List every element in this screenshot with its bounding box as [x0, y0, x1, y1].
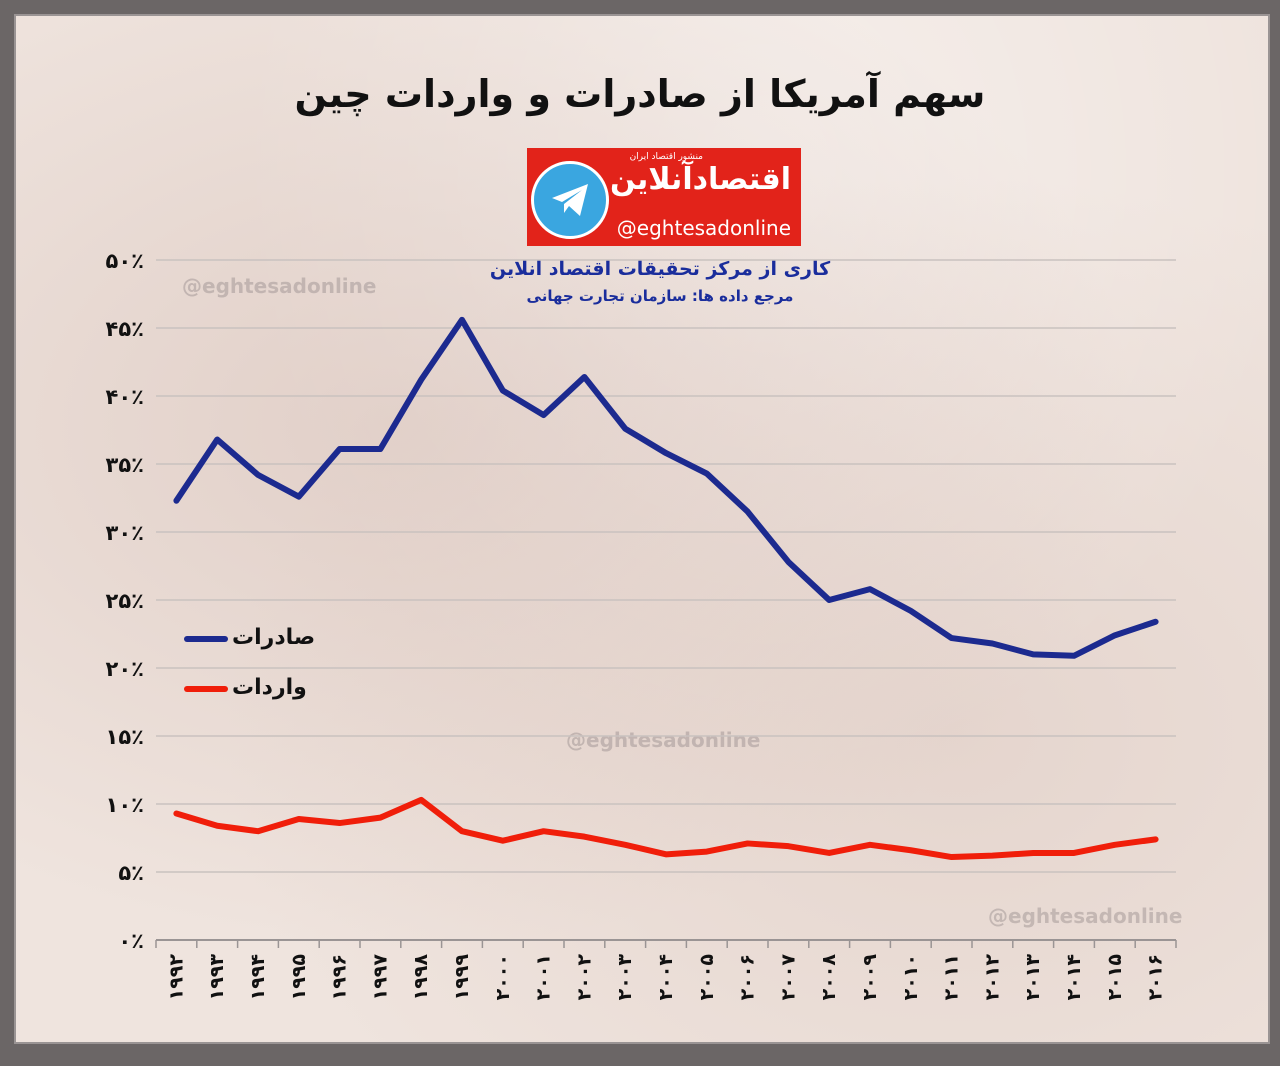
x-tick-label: ۱۹۹۲ — [165, 954, 187, 1001]
legend-exports-label: صادرات — [232, 625, 316, 650]
x-tick-label: ۲۰۱۱ — [941, 954, 963, 1000]
x-tick-label: ۱۹۹۶ — [329, 954, 351, 1000]
watermark: @eghtesadonline — [182, 274, 377, 298]
legend-imports-label: واردات — [232, 675, 307, 700]
y-tick-label: ۲۵٪ — [106, 589, 144, 613]
credit-line-2: مرجع داده ها: سازمان تجارت جهانی — [526, 287, 794, 305]
logo-tagline: منشور اقتصاد ایران — [629, 152, 703, 162]
y-tick-label: ۳۵٪ — [106, 453, 144, 477]
x-tick-label: ۲۰۰۸ — [818, 954, 840, 1001]
logo-brand: اقتصادآنلاین — [610, 162, 792, 197]
imports-series-line — [173, 796, 1159, 861]
y-tick-label: ۴۵٪ — [106, 317, 144, 341]
y-tick-label: ۴۰٪ — [106, 385, 144, 409]
x-tick-label: ۲۰۰۱ — [533, 954, 555, 1000]
x-tick-label: ۲۰۰۰ — [492, 954, 514, 1000]
x-tick-label: ۲۰۰۷ — [777, 954, 799, 1001]
y-tick-label: ۵٪ — [118, 861, 144, 885]
logo-handle: @eghtesadonline — [616, 216, 791, 240]
x-tick-label: ۲۰۰۹ — [859, 954, 881, 1001]
x-tick-label: ۲۰۰۵ — [696, 954, 718, 1001]
brand-logo[interactable]: منشور اقتصاد ایران اقتصادآنلاین @eghtesa… — [527, 148, 801, 246]
y-tick-label: ۱۰٪ — [106, 793, 144, 817]
x-tick-label: ۲۰۱۰ — [900, 954, 922, 1000]
exports-series-line — [173, 316, 1159, 659]
y-tick-label: ۱۵٪ — [106, 725, 144, 749]
x-tick-label: ۲۰۱۶ — [1145, 954, 1167, 1000]
y-tick-label: ۲۰٪ — [106, 657, 144, 681]
x-tick-label: ۲۰۱۳ — [1022, 954, 1044, 1001]
watermark: @eghtesadonline — [566, 728, 761, 752]
y-tick-label: ۳۰٪ — [106, 521, 144, 545]
x-tick-label: ۲۰۰۴ — [655, 954, 677, 1000]
legend-exports-swatch — [184, 636, 228, 642]
x-tick-label: ۲۰۰۳ — [614, 954, 636, 1001]
x-tick-label: ۱۹۹۵ — [288, 954, 310, 1001]
x-tick-label: ۲۰۱۴ — [1063, 954, 1085, 1000]
x-tick-label: ۲۰۱۵ — [1104, 954, 1126, 1001]
telegram-icon — [531, 161, 609, 239]
legend-imports-swatch — [184, 686, 228, 692]
chart-title: سهم آمریکا از صادرات و واردات چین — [294, 72, 986, 116]
credit-line-1: کاری از مرکز تحقیقات اقتصاد انلاین — [489, 258, 831, 280]
x-tick-label: ۲۰۰۲ — [573, 954, 595, 1001]
watermark: @eghtesadonline — [988, 904, 1183, 928]
x-tick-label: ۱۹۹۷ — [369, 954, 391, 1001]
y-tick-label: ۰٪ — [118, 929, 144, 953]
x-tick-label: ۱۹۹۹ — [451, 954, 473, 1001]
y-tick-label: ۵۰٪ — [106, 249, 144, 273]
x-tick-label: ۱۹۹۸ — [410, 954, 432, 1001]
x-tick-label: ۲۰۰۶ — [737, 954, 759, 1000]
x-tick-label: ۱۹۹۳ — [206, 954, 228, 1001]
x-tick-label: ۱۹۹۴ — [247, 954, 269, 1000]
x-tick-label: ۲۰۱۲ — [981, 954, 1003, 1001]
